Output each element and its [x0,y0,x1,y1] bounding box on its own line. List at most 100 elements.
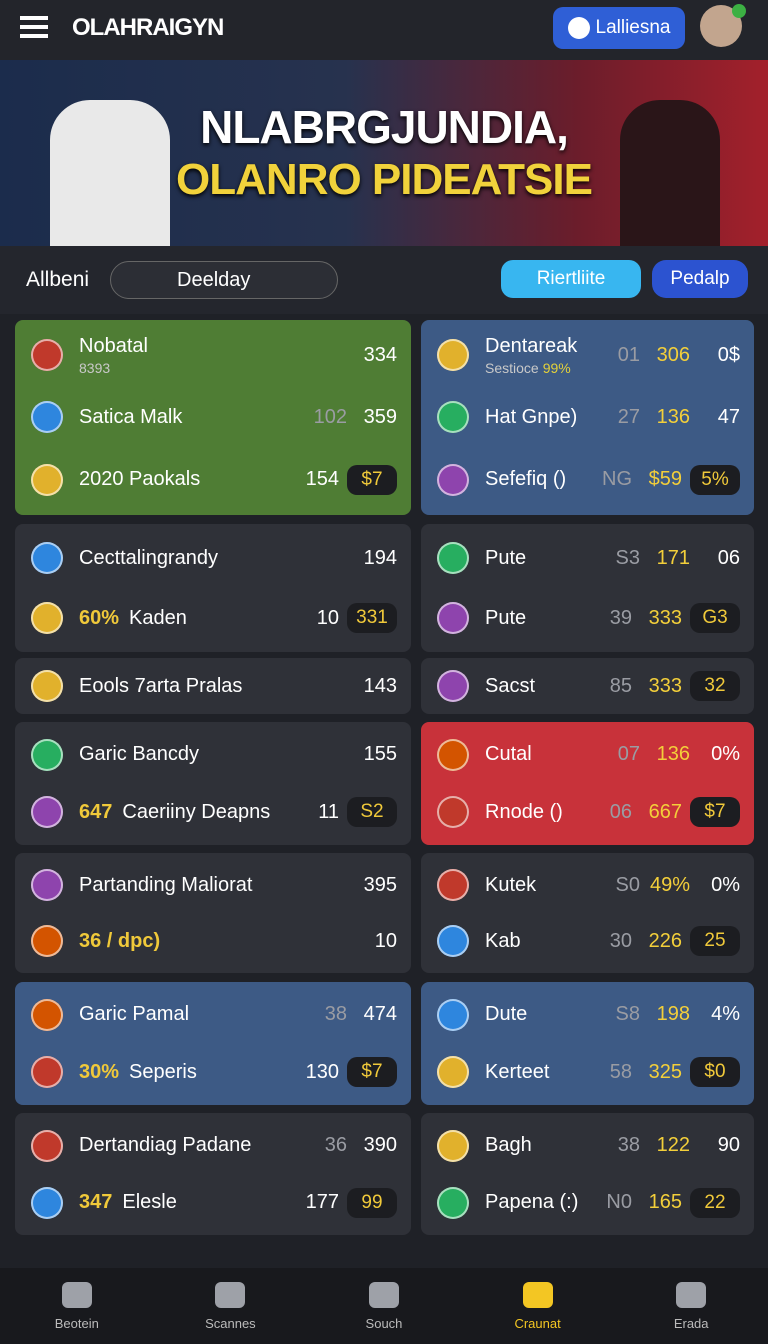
team-icon [31,463,63,496]
stat-pill: $0 [690,1057,740,1088]
hero-subtitle: OLANRO PIDEATSIE [176,155,593,204]
match-card[interactable]: Garic Bancdy 155 647 Caeriiny Deapns 11 S2 [15,722,411,845]
nav-item[interactable]: Beotein [0,1268,154,1344]
match-row: Cecttalingrandy 194 [31,530,397,586]
team-name: Partanding Maliorat [79,874,347,897]
nav-item[interactable]: Souch [307,1268,461,1344]
match-card[interactable]: Pute S3 171 06 Pute 39 333 G3 [421,524,754,652]
name-text: Pute [485,546,527,569]
stat-value: 38 [324,1003,347,1026]
team-name: Sacst [485,675,582,698]
team-name: Pute [485,547,590,570]
stat-value: 395 [363,873,397,896]
match-row: Nobatal 8393 334 [31,327,397,383]
team-icon [437,796,469,829]
team-name: Eools 7arta Pralas [79,675,347,698]
match-card[interactable]: Bagh 38 122 90 Papena (:) N0 165 22 [421,1113,754,1235]
match-card[interactable]: Kutek S0 49% 0% Kab 30 226 25 [421,853,754,973]
team-name: Dute [485,1003,590,1026]
match-card[interactable]: Garic Pamal 38 474 30% Seperis 130 $7 [15,982,411,1105]
stat-value: 06 [717,546,740,569]
stat-value: 38 [617,1134,640,1156]
stat-value: 194 [363,546,397,569]
stat-pill: $7 [347,1057,397,1088]
stat-value: 122 [656,1134,690,1156]
stat-value: 171 [656,546,690,569]
account-button[interactable]: Lalliesna [553,7,685,49]
header: OLAHRAIGYN Lalliesna [0,0,768,60]
stat-value: 155 [363,743,397,766]
name-text: Papena (:) [485,1191,579,1213]
team-name: Nobatal 8393 [79,335,347,376]
primary-button[interactable]: Riertliite [501,260,641,298]
name-text: Garic Pamal [79,1003,190,1026]
team-icon [437,339,469,372]
stat-value: 306 [656,343,690,366]
nav-icon [61,1281,92,1308]
team-icon [437,670,469,702]
team-name: Dertandiag Padane [79,1134,297,1157]
stat-value: 165 [648,1191,682,1213]
stat-value: 47 [717,405,740,428]
team-icon [437,602,469,634]
match-card[interactable]: Partanding Maliorat 395 36 / dpc) 10 [15,853,411,973]
team-name: Cecttalingrandy [79,547,347,570]
team-name: Pute [485,607,582,630]
team-icon [31,738,63,771]
nav-item[interactable]: Erada [614,1268,768,1344]
team-icon [437,463,469,496]
stat-value: 226 [648,929,682,952]
match-row: Eools 7arta Pralas 143 [31,662,397,710]
secondary-button-label: Pedalp [670,268,730,289]
stat-pill: G3 [690,603,740,633]
match-card[interactable]: Eools 7arta Pralas 143 [15,658,411,714]
menu-icon[interactable] [20,16,48,38]
lead-value: 647 [79,800,113,823]
stat-value: 85 [609,674,632,697]
secondary-button[interactable]: Pedalp [652,260,748,298]
match-card[interactable]: Dentareak Sestioce 99% 01 306 0$ Hat Gnpe) 27 13… [421,320,754,515]
match-card[interactable]: Sacst 85 333 32 [421,658,754,714]
lead-value: 30% [79,1060,120,1083]
stat-value: N0 [606,1191,632,1213]
team-name: Elesle [122,1191,289,1214]
nav-icon [522,1281,553,1308]
match-card[interactable]: Cecttalingrandy 194 60% Kaden 10 331 [15,524,411,652]
nav-item[interactable]: Scannes [154,1268,308,1344]
team-icon [31,925,63,957]
player-left [50,100,170,246]
team-name: Kutek [485,874,590,897]
match-card[interactable]: Cutal 07 136 0% Rnode () 06 667 $7 [421,722,754,845]
team-name: Kerteet [485,1061,582,1084]
stat-pill: 331 [347,603,397,633]
name-text: Sefefiq () [485,468,567,491]
hero-title: NLABRGJUNDIA, [200,101,569,153]
match-row: 647 Caeriiny Deapns 11 S2 [31,784,397,840]
account-label: Lalliesna [595,17,671,38]
team-name: Hat Gnpe) [485,406,590,429]
name-text: Kab [485,929,521,952]
stat-value: 06 [609,800,632,823]
nav-item[interactable]: Craunat [461,1268,615,1344]
match-row: Papena (:) N0 165 22 [437,1175,740,1231]
lead-value: 60% [79,606,120,629]
stat-value: 90 [717,1134,740,1156]
match-row: Sacst 85 333 32 [437,662,740,710]
stat-pill: 25 [690,926,740,956]
stat-value: 334 [363,343,397,366]
match-card[interactable]: Dute S8 198 4% Kerteet 58 325 $0 [421,982,754,1105]
team-icon [437,542,469,574]
stat-value: 390 [363,1134,397,1156]
match-card[interactable]: Nobatal 8393 334 Satica Malk 102 359 2020 Paok… [15,320,411,515]
match-card[interactable]: Dertandiag Padane 36 390 347 Elesle 177 99 [15,1113,411,1235]
stat-pill: 5% [690,464,740,495]
date-dropdown[interactable]: Deelday [110,261,338,299]
name-text: Hat Gnpe) [485,405,578,428]
team-icon [31,339,63,372]
team-icon [437,738,469,771]
stat-value: S3 [615,546,640,569]
match-row: Kab 30 226 25 [437,913,740,969]
stat-value: NG [602,468,632,491]
player-right [620,100,720,246]
name-text: Sacst [485,674,536,697]
